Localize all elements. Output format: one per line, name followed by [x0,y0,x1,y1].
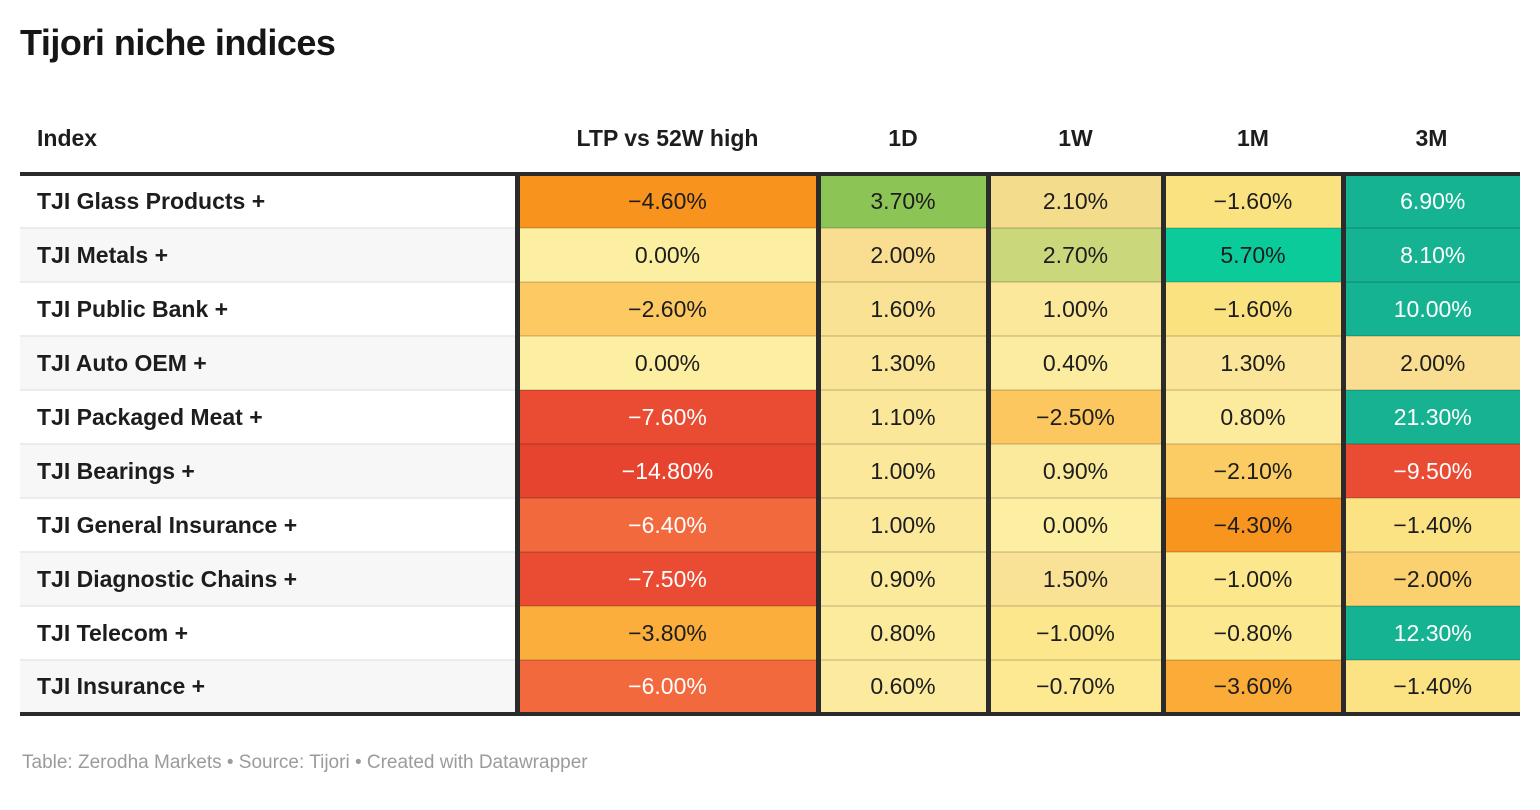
cell-3m: −9.50% [1340,444,1520,499]
cell-1w: 0.90% [985,444,1163,499]
table-row: TJI Glass Products + −4.60% 3.70% 2.10% −1.6… [20,174,1520,229]
cell-1w: −0.70% [985,660,1163,714]
cell-ltp-vs-52w-high: −7.50% [514,552,818,607]
page-title: Tijori niche indices [20,22,336,63]
cell-1d: 1.30% [815,336,988,391]
cell-1m: −0.80% [1160,606,1343,661]
cell-3m: 12.30% [1340,606,1520,661]
table-row: TJI General Insurance + −6.40% 1.00% 0.00% −… [20,498,1520,553]
cell-1m: 1.30% [1160,336,1343,391]
table-body: TJI Glass Products + −4.60% 3.70% 2.10% −1.6… [20,174,1520,714]
column-header-1m: 1M [1163,112,1343,176]
cell-1w: 0.40% [985,336,1163,391]
column-header-ltp-vs-52w-high: LTP vs 52W high [517,112,818,176]
table-row: TJI Auto OEM +0.00% 1.30% 0.40% 1.30% 2.00% [20,336,1520,391]
table-row: TJI Telecom + −3.80% 0.80% −1.00% −0.80% 12.3… [20,606,1520,661]
cell-1m: 0.80% [1160,390,1343,445]
index-name-cell[interactable]: TJI Diagnostic Chains + [20,552,517,607]
cell-ltp-vs-52w-high: −6.00% [514,660,818,714]
cell-1d: 2.00% [815,228,988,283]
cell-1d: 1.60% [815,282,988,337]
datawrapper-table-page: Tijori niche indices Index LTP vs 52W hig… [20,22,1520,773]
cell-1w: 1.50% [985,552,1163,607]
cell-1d: 1.10% [815,390,988,445]
cell-1w: 1.00% [985,282,1163,337]
cell-1m: −2.10% [1160,444,1343,499]
cell-ltp-vs-52w-high: −14.80% [514,444,818,499]
table-row: TJI Metals +0.00% 2.00% 2.70% 5.70% 8.10% [20,228,1520,283]
table-header: Index LTP vs 52W high 1D 1W 1M 3M [20,112,1520,176]
cell-1w: 0.00% [985,498,1163,553]
column-header-index: Index [20,112,517,176]
cell-3m: −1.40% [1340,498,1520,553]
cell-1m: −1.60% [1160,282,1343,337]
cell-1d: 1.00% [815,444,988,499]
cell-1m: −1.00% [1160,552,1343,607]
table-row: TJI Public Bank + −2.60% 1.60% 1.00% −1.60% 1… [20,282,1520,337]
cell-ltp-vs-52w-high: −2.60% [514,282,818,337]
table-footer: Table: Zerodha Markets • Source: Tijori … [22,752,588,773]
table-row: TJI Diagnostic Chains + −7.50% 0.90% 1.50% −… [20,552,1520,607]
index-name-cell[interactable]: TJI Auto OEM + [20,336,517,391]
cell-1d: 1.00% [815,498,988,553]
index-name-cell[interactable]: TJI Packaged Meat + [20,390,517,445]
cell-1d: 0.60% [815,660,988,714]
cell-3m: −1.40% [1340,660,1520,714]
cell-3m: −2.00% [1340,552,1520,607]
cell-3m: 21.30% [1340,390,1520,445]
cell-1w: 2.70% [985,228,1163,283]
table-row: TJI Insurance + −6.00% 0.60% −0.70% −3.60% −1… [20,660,1520,714]
indices-table: Index LTP vs 52W high 1D 1W 1M 3M TJI Glass P… [20,112,1520,716]
cell-ltp-vs-52w-high: 0.00% [514,336,818,391]
table-row: TJI Packaged Meat + −7.60% 1.10% −2.50% 0.80… [20,390,1520,445]
index-name-cell[interactable]: TJI Bearings + [20,444,517,499]
cell-ltp-vs-52w-high: −4.60% [514,174,818,229]
cell-1w: −1.00% [985,606,1163,661]
cell-ltp-vs-52w-high: −7.60% [514,390,818,445]
index-name-cell[interactable]: TJI Metals + [20,228,517,283]
cell-3m: 10.00% [1340,282,1520,337]
cell-1w: 2.10% [985,174,1163,229]
cell-1m: −4.30% [1160,498,1343,553]
cell-ltp-vs-52w-high: −6.40% [514,498,818,553]
cell-1m: −3.60% [1160,660,1343,714]
column-header-1w: 1W [988,112,1163,176]
cell-1d: 0.90% [815,552,988,607]
cell-3m: 2.00% [1340,336,1520,391]
cell-3m: 6.90% [1340,174,1520,229]
index-name-cell[interactable]: TJI Insurance + [20,660,517,714]
index-name-cell[interactable]: TJI Public Bank + [20,282,517,337]
cell-1d: 3.70% [815,174,988,229]
cell-1m: −1.60% [1160,174,1343,229]
index-name-cell[interactable]: TJI General Insurance + [20,498,517,553]
table-row: TJI Bearings + −14.80% 1.00% 0.90% −2.10% −9.… [20,444,1520,499]
index-name-cell[interactable]: TJI Telecom + [20,606,517,661]
table-header-row: Index LTP vs 52W high 1D 1W 1M 3M [20,112,1520,176]
cell-ltp-vs-52w-high: 0.00% [514,228,818,283]
cell-1w: −2.50% [985,390,1163,445]
cell-1d: 0.80% [815,606,988,661]
cell-1m: 5.70% [1160,228,1343,283]
cell-ltp-vs-52w-high: −3.80% [514,606,818,661]
column-header-1d: 1D [818,112,988,176]
column-header-3m: 3M [1343,112,1520,176]
cell-3m: 8.10% [1340,228,1520,283]
index-name-cell[interactable]: TJI Glass Products + [20,174,517,229]
